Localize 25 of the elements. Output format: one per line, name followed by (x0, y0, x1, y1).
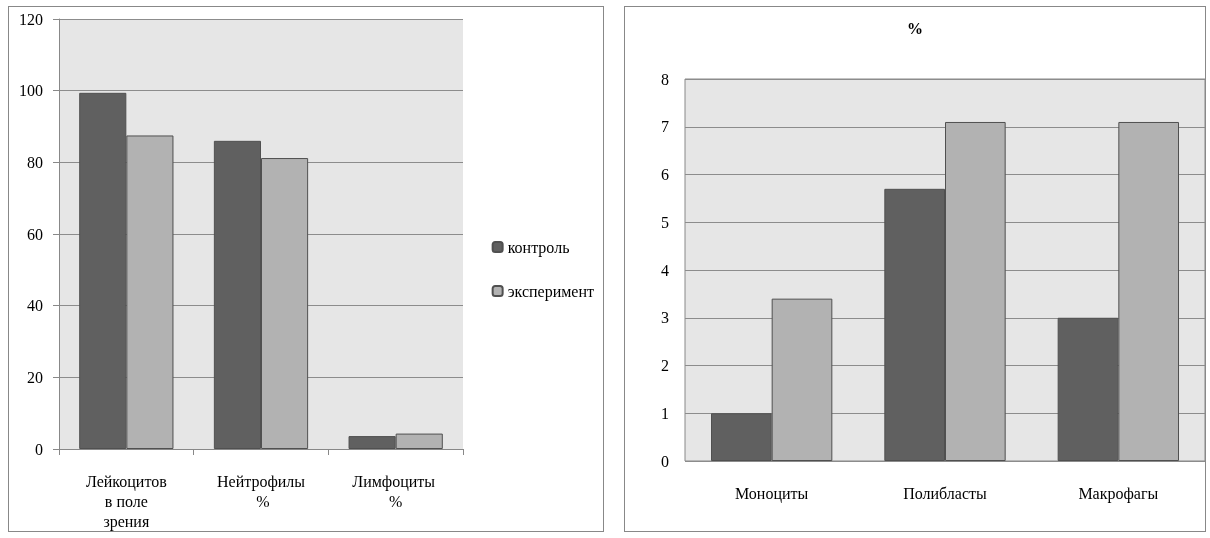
y-tick-label: 5 (661, 213, 669, 231)
x-tick-label: Лейкоцитов в поле зрения (85, 472, 168, 531)
y-tick-label: 8 (661, 70, 669, 88)
chart-title: % (907, 19, 923, 37)
legend-label: контроль (507, 238, 570, 257)
y-tick-label: 4 (661, 261, 669, 279)
x-tick-label: Лимфоциты % (352, 472, 440, 510)
y-tick-label: 120 (19, 10, 43, 28)
y-tick-label: 2 (661, 357, 669, 374)
y-tick-label: 6 (661, 166, 669, 183)
y-tick-label: 7 (661, 118, 669, 136)
x-tick-label: Полибласты (903, 484, 988, 502)
y-tick-label: 100 (19, 82, 43, 100)
y-tick-label: 60 (27, 225, 43, 243)
y-tick-label: 40 (27, 297, 43, 315)
x-tick-label: Макрофагы (1078, 484, 1159, 503)
y-tick-label: 3 (661, 309, 669, 327)
y-tick-label: 0 (661, 452, 669, 470)
y-tick-label: 20 (27, 368, 43, 386)
y-tick-label: 0 (35, 440, 43, 458)
legend-label: эксперимент (507, 282, 595, 301)
x-tick-label: Нейтрофилы % (216, 472, 306, 510)
y-tick-label: 1 (661, 404, 669, 422)
x-tick-label: Моноциты (735, 484, 809, 503)
y-tick-label: 80 (27, 153, 43, 171)
